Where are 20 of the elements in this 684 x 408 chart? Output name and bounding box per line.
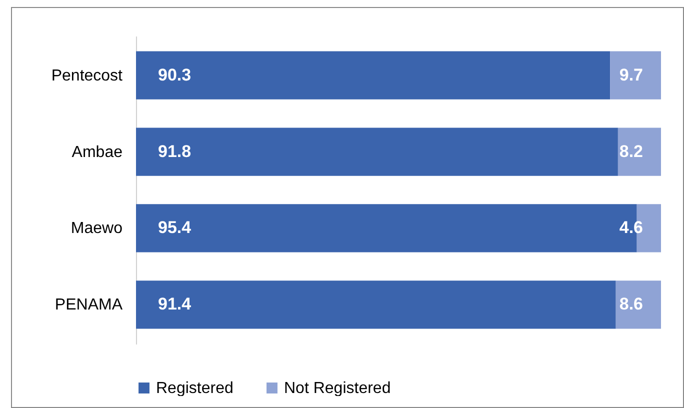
data-label: 90.3	[158, 65, 192, 84]
legend-label: Registered	[156, 380, 234, 397]
bar	[136, 51, 610, 100]
y-tick-label: Ambae	[72, 144, 123, 161]
legend-label: Not Registered	[284, 380, 391, 397]
bar	[136, 280, 616, 329]
data-label: 4.6	[619, 218, 643, 238]
bar	[610, 51, 661, 100]
y-tick-label: Pentecost	[51, 67, 124, 84]
data-label: 8.6	[619, 294, 643, 314]
data-label: 91.8	[158, 142, 192, 161]
data-label: 8.2	[619, 142, 643, 161]
y-tick-label: PENAMA	[54, 296, 123, 314]
y-tick-label: Maewo	[70, 220, 123, 238]
bar	[618, 128, 661, 176]
bar	[616, 280, 661, 329]
data-label: 95.4	[158, 218, 192, 238]
data-label: 91.4	[158, 294, 192, 314]
data-label: 9.7	[619, 65, 643, 84]
bar	[136, 128, 618, 176]
